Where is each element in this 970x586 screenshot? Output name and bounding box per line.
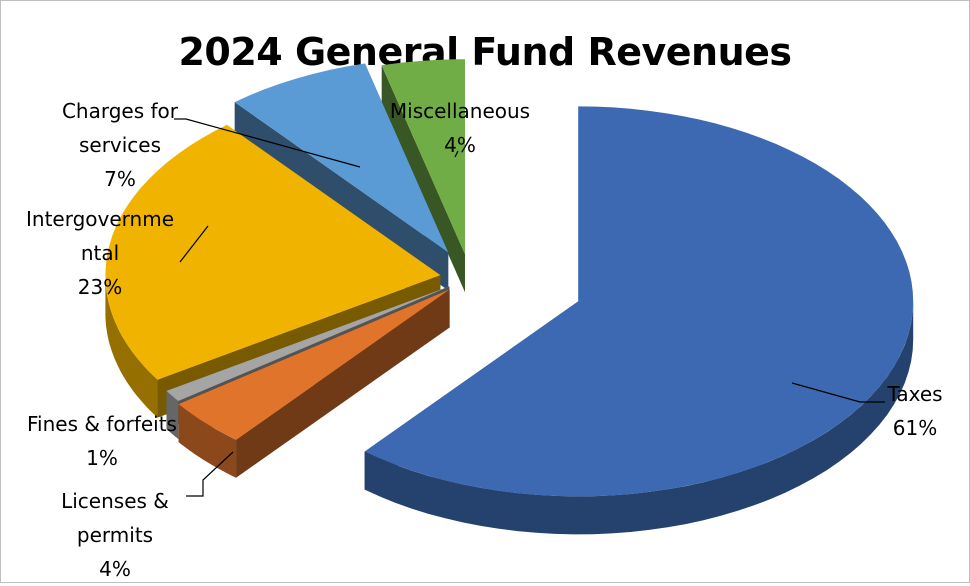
leader-line-taxes (791, 382, 885, 403)
leader-line-intergov (179, 225, 209, 263)
leader-line-misc (454, 150, 459, 158)
data-label-intergov: Intergovernme ntal 23% (26, 207, 174, 299)
data-label-misc: Miscellaneous 4% (389, 99, 531, 157)
leader-line-licenses (186, 451, 234, 497)
chart-title: 2024 General Fund Revenues (178, 30, 792, 74)
data-label-fines: Fines & forfeits 1% (27, 412, 177, 470)
data-label-charges: Charges for services 7% (61, 99, 179, 191)
pie-slice-licenses-permits (178, 289, 450, 478)
data-label-taxes: Taxes 61% (887, 382, 943, 440)
data-label-licenses: Licenses & permits 4% (61, 489, 169, 581)
pie-slice-taxes (364, 106, 914, 535)
leader-line-charges (174, 118, 361, 168)
pie-slice-miscellaneous (381, 59, 465, 293)
